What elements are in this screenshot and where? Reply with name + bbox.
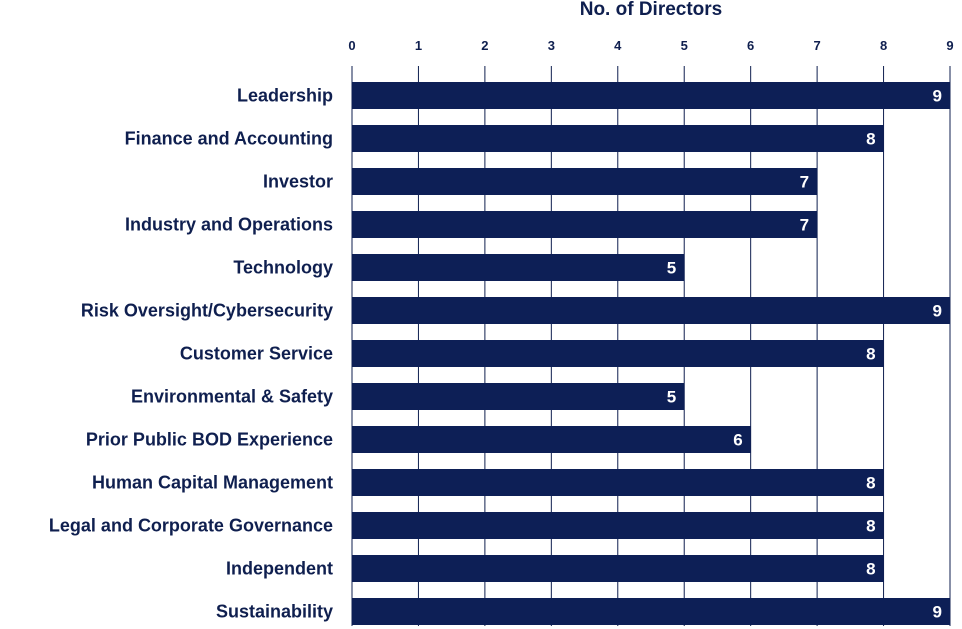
- x-tick-label-6: 6: [747, 38, 754, 53]
- data-label-0: 9: [933, 87, 942, 106]
- bar-12: [352, 598, 950, 625]
- bar-6: [352, 340, 884, 367]
- data-label-11: 8: [866, 560, 875, 579]
- data-label-2: 7: [800, 173, 809, 192]
- bar-5: [352, 297, 950, 324]
- x-tick-label-5: 5: [681, 38, 688, 53]
- category-label-2: Investor: [263, 172, 333, 192]
- bar-8: [352, 426, 751, 453]
- bar-0: [352, 82, 950, 109]
- x-tick-label-9: 9: [946, 38, 953, 53]
- x-axis-ticks: 0 1 2 3 4 5 6 7 8 9: [348, 38, 953, 53]
- data-labels: 9 8 7 7 5 9 8 5 6 8 8 8 9: [667, 87, 942, 622]
- bars: [352, 82, 950, 625]
- category-label-3: Industry and Operations: [125, 215, 333, 235]
- category-label-5: Risk Oversight/Cybersecurity: [81, 301, 333, 321]
- x-tick-label-3: 3: [548, 38, 555, 53]
- data-label-10: 8: [866, 517, 875, 536]
- data-label-5: 9: [933, 302, 942, 321]
- category-label-12: Sustainability: [216, 602, 333, 622]
- bar-10: [352, 512, 884, 539]
- data-label-9: 8: [866, 474, 875, 493]
- category-label-9: Human Capital Management: [92, 473, 333, 493]
- data-label-8: 6: [733, 431, 742, 450]
- data-label-1: 8: [866, 130, 875, 149]
- category-label-4: Technology: [233, 258, 333, 278]
- category-label-7: Environmental & Safety: [131, 387, 333, 407]
- category-label-11: Independent: [226, 559, 333, 579]
- x-axis-title: No. of Directors: [580, 0, 723, 20]
- category-label-6: Customer Service: [180, 344, 333, 364]
- bar-11: [352, 555, 884, 582]
- bar-7: [352, 383, 685, 410]
- bar-3: [352, 211, 818, 238]
- x-tick-label-7: 7: [813, 38, 820, 53]
- data-label-3: 7: [800, 216, 809, 235]
- x-tick-label-1: 1: [415, 38, 422, 53]
- category-label-8: Prior Public BOD Experience: [86, 430, 333, 450]
- category-label-1: Finance and Accounting: [125, 129, 333, 149]
- bar-4: [352, 254, 685, 281]
- category-label-10: Legal and Corporate Governance: [49, 516, 333, 536]
- category-labels: Leadership Finance and Accounting Investor…: [49, 86, 333, 622]
- x-tick-label-4: 4: [614, 38, 622, 53]
- bar-2: [352, 168, 818, 195]
- x-tick-label-2: 2: [481, 38, 488, 53]
- bar-1: [352, 125, 884, 152]
- category-label-0: Leadership: [237, 86, 333, 106]
- data-label-4: 5: [667, 259, 676, 278]
- data-label-12: 9: [933, 603, 942, 622]
- x-tick-label-8: 8: [880, 38, 887, 53]
- data-label-6: 8: [866, 345, 875, 364]
- bar-9: [352, 469, 884, 496]
- data-label-7: 5: [667, 388, 676, 407]
- x-tick-label-0: 0: [348, 38, 355, 53]
